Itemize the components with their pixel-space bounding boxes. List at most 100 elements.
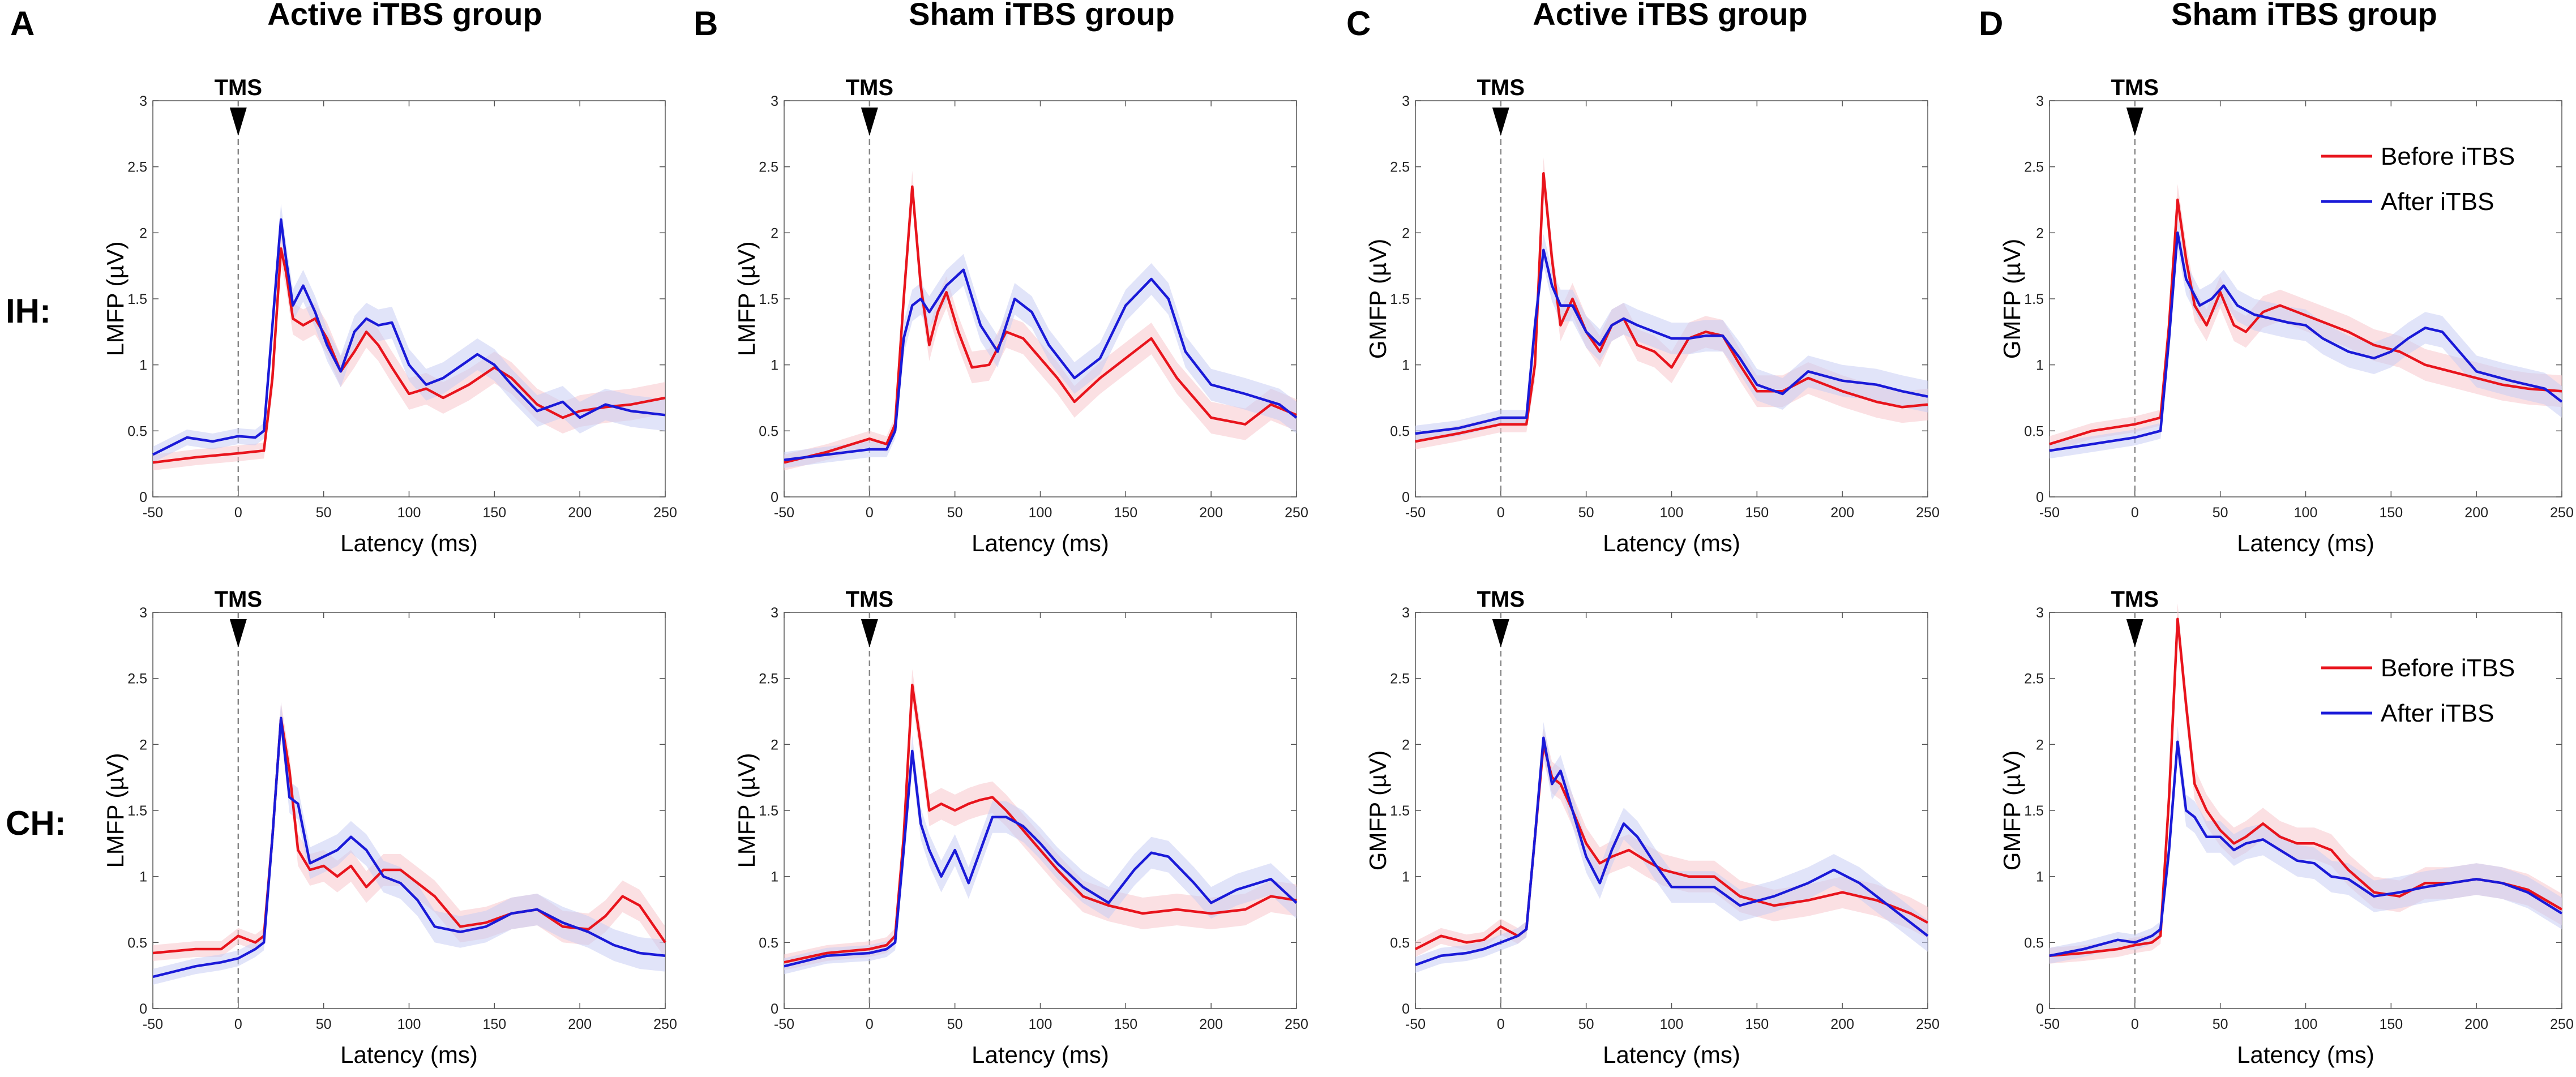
- x-tick-label: 0: [2131, 1016, 2139, 1032]
- y-tick-label: 3: [139, 605, 147, 621]
- x-tick-label: 100: [397, 505, 421, 521]
- y-axis-title: LMFP (µV): [102, 753, 129, 868]
- x-tick-label: 50: [316, 1016, 332, 1032]
- y-tick-label: 2.5: [127, 160, 147, 175]
- series-line-before: [784, 185, 1297, 464]
- tms-label: TMS: [846, 75, 893, 100]
- y-tick-label: 0: [771, 1001, 778, 1017]
- x-tick-label: -50: [143, 505, 163, 521]
- y-tick-label: 2: [2036, 737, 2044, 753]
- group-title-a: Active iTBS group: [267, 0, 542, 32]
- y-tick-label: 0.5: [1390, 935, 1410, 951]
- x-axis-title: Latency (ms): [340, 530, 478, 556]
- y-tick-label: 2.5: [759, 671, 778, 687]
- panel-letter-b: B: [694, 5, 718, 42]
- x-tick-label: 0: [1497, 505, 1505, 521]
- y-tick-label: 1.5: [759, 291, 778, 307]
- x-tick-label: 100: [1029, 505, 1052, 521]
- y-axis-title: GMFP (µV): [1364, 750, 1391, 870]
- series-line-before: [1414, 743, 1929, 951]
- x-tick-label: 250: [653, 505, 677, 521]
- x-tick-label: 200: [568, 1016, 592, 1032]
- x-tick-label: 200: [2464, 1016, 2488, 1032]
- y-tick-label: 2: [139, 737, 147, 753]
- y-axis-title: GMFP (µV): [1999, 239, 2025, 359]
- y-tick-label: 1.5: [759, 803, 778, 819]
- y-tick-label: 0.5: [759, 935, 778, 951]
- series-band-after: [1415, 722, 1928, 973]
- y-tick-label: 1: [2036, 869, 2044, 885]
- y-tick-label: 2: [2036, 225, 2044, 241]
- row-label-ch: CH:: [6, 804, 66, 842]
- legend-label-after: After iTBS: [2381, 188, 2494, 216]
- tms-label: TMS: [215, 75, 262, 100]
- series-line-after: [1415, 248, 1928, 435]
- y-tick-label: 2.5: [1390, 671, 1410, 687]
- y-tick-label: 3: [2036, 605, 2044, 621]
- y-tick-label: 1: [771, 358, 778, 374]
- y-tick-label: 1.5: [1390, 803, 1410, 819]
- x-tick-label: 0: [234, 1016, 242, 1032]
- x-tick-label: 150: [482, 1016, 506, 1032]
- series-band-before: [1415, 728, 1928, 957]
- x-tick-label: -50: [2039, 505, 2060, 521]
- x-axis-title: Latency (ms): [1603, 1041, 1740, 1068]
- series-band-after: [153, 204, 665, 463]
- x-tick-label: 150: [1745, 1016, 1769, 1032]
- x-tick-label: 100: [1029, 1016, 1052, 1032]
- x-tick-label: 50: [947, 505, 963, 521]
- x-tick-label: 100: [2294, 1016, 2318, 1032]
- y-tick-label: 1.5: [127, 291, 147, 307]
- x-tick-label: 200: [1199, 505, 1223, 521]
- group-title-b: Sham iTBS group: [909, 0, 1175, 32]
- y-tick-label: 0: [2036, 490, 2044, 505]
- series-band-after: [784, 735, 1296, 975]
- x-tick-label: 50: [947, 1016, 963, 1032]
- y-tick-label: 1: [139, 358, 147, 374]
- y-tick-label: 2.5: [1390, 160, 1410, 175]
- y-tick-label: 0.5: [127, 935, 147, 951]
- y-tick-label: 3: [1402, 605, 1410, 621]
- y-tick-label: 1.5: [127, 803, 147, 819]
- x-tick-label: 100: [1660, 1016, 1684, 1032]
- x-tick-label: 250: [653, 1016, 677, 1032]
- panel-letter-d: D: [1979, 5, 2003, 42]
- y-tick-label: 0.5: [2024, 935, 2044, 951]
- series-band-before: [784, 669, 1296, 971]
- series-line-after: [1415, 736, 1929, 967]
- group-title-d: Sham iTBS group: [2171, 0, 2437, 32]
- y-axis-title: LMFP (µV): [733, 241, 760, 356]
- group-title-c: Active iTBS group: [1533, 0, 1807, 32]
- series-line-after: [784, 749, 1298, 968]
- y-tick-label: 1: [771, 869, 778, 885]
- x-tick-label: 50: [2213, 505, 2228, 521]
- tms-arrow-icon: [229, 108, 247, 136]
- y-tick-label: 2: [1402, 737, 1410, 753]
- x-tick-label: 150: [1114, 505, 1137, 521]
- y-tick-label: 1.5: [1390, 291, 1410, 307]
- y-tick-label: 1: [1402, 869, 1410, 885]
- tms-label: TMS: [1477, 587, 1525, 612]
- y-tick-label: 2: [771, 225, 778, 241]
- x-tick-label: 250: [1285, 1016, 1308, 1032]
- y-axis-title: GMFP (µV): [1999, 750, 2025, 870]
- x-axis-title: Latency (ms): [972, 530, 1109, 556]
- tms-label: TMS: [2111, 587, 2159, 612]
- y-axis-title: GMFP (µV): [1364, 239, 1391, 359]
- panel-letter-c: C: [1346, 5, 1371, 42]
- y-tick-label: 0: [1402, 1001, 1410, 1017]
- x-tick-label: 250: [2550, 1016, 2574, 1032]
- x-axis-title: Latency (ms): [972, 1041, 1109, 1068]
- y-tick-label: 2: [771, 737, 778, 753]
- tms-arrow-icon: [2126, 619, 2143, 647]
- series-line-after: [2049, 740, 2563, 957]
- y-tick-label: 3: [1402, 93, 1410, 109]
- x-tick-label: 200: [568, 505, 592, 521]
- x-tick-label: 0: [234, 505, 242, 521]
- tms-label: TMS: [2111, 75, 2159, 100]
- legend-label-before: Before iTBS: [2381, 143, 2515, 170]
- series-band-after: [2049, 217, 2562, 459]
